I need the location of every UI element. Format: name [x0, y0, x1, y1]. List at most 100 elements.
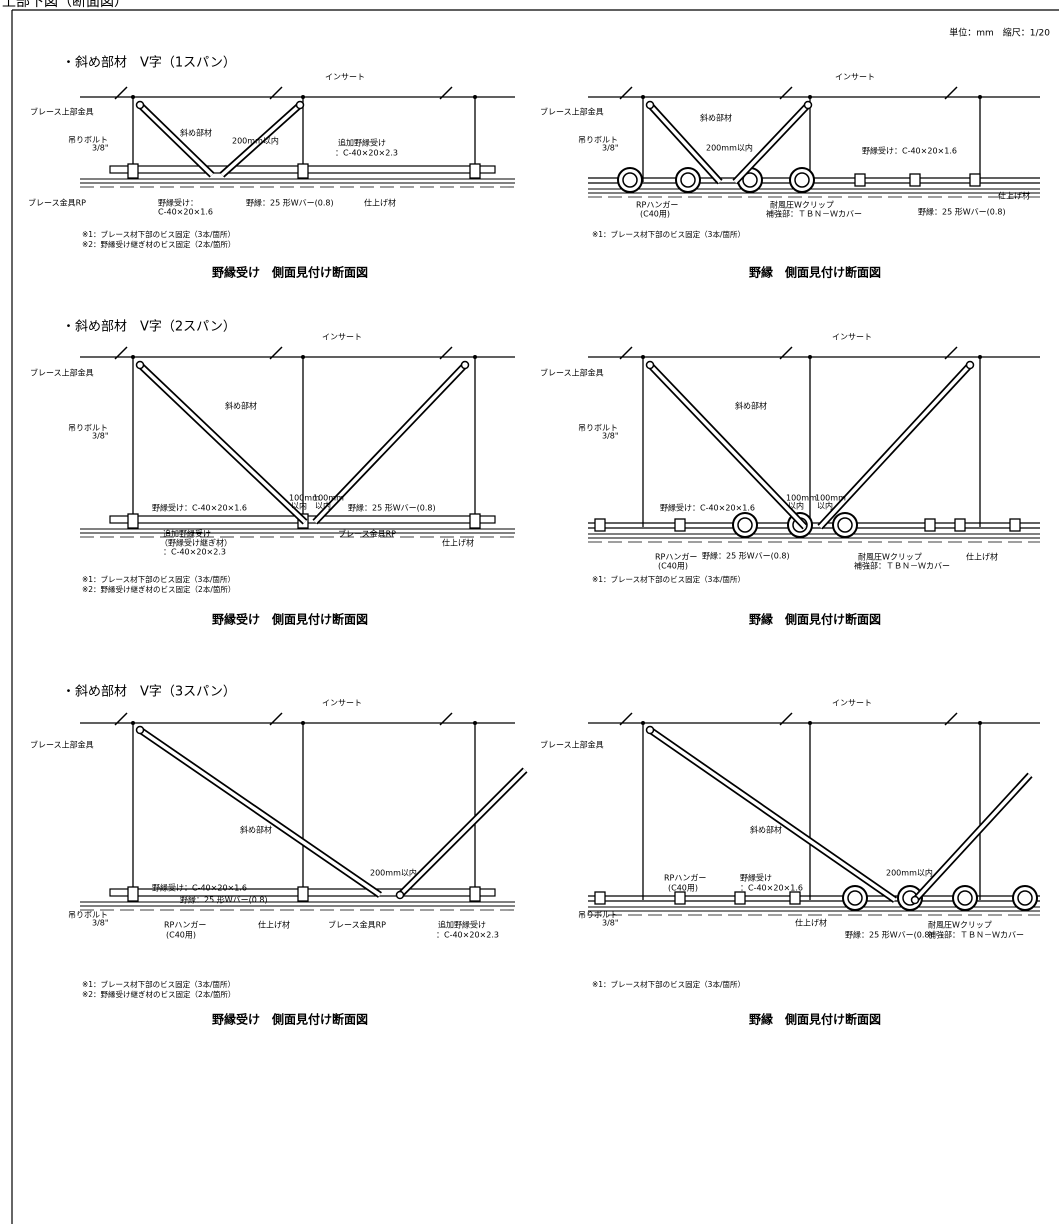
wind-clip-inner	[622, 172, 638, 188]
bolt-head	[301, 95, 305, 99]
rp-hanger	[969, 173, 981, 187]
note: ※1：ブレース材下部のビス固定（3本/箇所）	[592, 229, 745, 239]
callout-label: 野縁受け：C-40×20×1.6	[660, 503, 755, 513]
ceiling-hatch	[439, 86, 453, 100]
callout-label: 仕上げ材	[442, 538, 474, 548]
callout-label: 野縁：25 形Wバー(0.8)	[845, 930, 933, 940]
caption: 野縁 側面見付け断面図	[749, 612, 881, 627]
callout-label: 野縁受け	[740, 873, 772, 883]
callout-label: ブレース上部金具	[540, 740, 604, 750]
rp-hanger	[734, 891, 746, 905]
bolt-head	[473, 721, 477, 725]
callout-label: 以内	[315, 501, 331, 511]
bolt-head	[473, 355, 477, 359]
bolt-head	[301, 721, 305, 725]
callout-label: 斜め部材	[735, 401, 767, 411]
brace-fitting	[910, 895, 920, 905]
callout-label: 以内	[788, 501, 804, 511]
callout-label: 野縁：25 形Wバー(0.8)	[918, 207, 1006, 217]
wind-clip	[732, 512, 758, 538]
section-title: ・斜め部材 V字（3スパン）	[62, 685, 236, 700]
wind-clip-inner	[1017, 890, 1033, 906]
callout-label: 3/8"	[92, 144, 109, 153]
rp-hanger	[594, 518, 606, 532]
callout-label: 耐風圧Wクリップ	[770, 200, 834, 210]
callout-label: 吊りボルト	[68, 424, 108, 433]
note: ※1：ブレース材下部のビス固定（3本/箇所）	[82, 979, 235, 989]
wind-clip-inner	[794, 172, 810, 188]
brace-fitting	[965, 360, 975, 370]
callout-label: インサート	[832, 333, 872, 342]
callout-label: 以内	[817, 501, 833, 511]
callout-label: ブレース上部金具	[540, 368, 604, 378]
callout-label: 吊りボルト	[578, 136, 618, 145]
note: ※1：ブレース材下部のビス固定（3本/箇所）	[82, 574, 235, 584]
bolt-head	[978, 355, 982, 359]
wind-clip	[842, 885, 868, 911]
rp-hanger	[954, 518, 966, 532]
wind-clip-inner	[837, 517, 853, 533]
ceiling-hatch	[269, 712, 283, 726]
rp-hanger	[297, 886, 309, 902]
bolt-head	[131, 721, 135, 725]
rp-hanger	[924, 518, 936, 532]
ceiling-hatch	[619, 346, 633, 360]
bolt-head	[301, 355, 305, 359]
wind-clip-inner	[737, 517, 753, 533]
callout-label: 3/8"	[602, 919, 619, 928]
brace-fitting	[135, 100, 145, 110]
wind-clip-inner	[847, 890, 863, 906]
callout-label: 耐風圧Wクリップ	[858, 552, 922, 562]
callout-label: 補強部：ＴＢＮ－Ｗカバー	[854, 561, 950, 571]
callout-label: ブレース金具RP	[328, 920, 386, 930]
wind-clip-inner	[680, 172, 696, 188]
callout-label: 仕上げ材	[258, 920, 290, 930]
rp-hanger	[127, 886, 139, 902]
callout-label: (C40用)	[166, 931, 196, 940]
caption: 野縁受け 側面見付け断面図	[212, 265, 368, 280]
bolt-head	[131, 355, 135, 359]
callout-label: 野縁受け：	[158, 198, 198, 208]
callout-label: 斜め部材	[225, 401, 257, 411]
callout-label: 斜め部材	[240, 825, 272, 835]
diagonal-member-inner	[648, 103, 722, 184]
rp-hanger	[909, 173, 921, 187]
rp-hanger	[674, 518, 686, 532]
wind-clip-inner	[957, 890, 973, 906]
callout-label: 100mm	[313, 494, 344, 503]
callout-label: 斜め部材	[180, 128, 212, 138]
callout-label: 3/8"	[602, 432, 619, 441]
callout-label: ブレース上部金具	[540, 107, 604, 117]
ceiling-hatch	[779, 712, 793, 726]
callout-label: (C40用)	[658, 562, 688, 571]
bolt-head	[978, 721, 982, 725]
ceiling-hatch	[619, 86, 633, 100]
caption: 野縁受け 側面見付け断面図	[212, 1012, 368, 1027]
ceiling-hatch	[269, 86, 283, 100]
ceiling-hatch	[114, 346, 128, 360]
rp-hanger	[1009, 518, 1021, 532]
callout-label: ブレース金具RP	[338, 529, 396, 539]
callout-label: 野縁受け：C-40×20×1.6	[152, 503, 247, 513]
note: ※1：ブレース材下部のビス固定（3本/箇所）	[592, 979, 745, 989]
wind-clip	[1012, 885, 1038, 911]
bolt-head	[808, 721, 812, 725]
callout-label: 野縁：25 形Wバー(0.8)	[246, 198, 334, 208]
callout-label: ：C-40×20×1.6	[740, 884, 803, 893]
callout-label: 耐風圧Wクリップ	[928, 920, 992, 930]
callout-label: ：C-40×20×2.3	[163, 548, 226, 557]
wind-clip-inner	[742, 172, 758, 188]
diagonal-member-inner	[398, 768, 527, 897]
diagonal-member-inner	[648, 363, 807, 529]
diagonal-member-inner	[139, 728, 381, 897]
diagonal-member-inner	[138, 103, 214, 177]
callout-label: 3/8"	[602, 144, 619, 153]
callout-label: 100mm	[786, 494, 817, 503]
callout-label: ブレース上部金具	[30, 740, 94, 750]
bolt-head	[808, 355, 812, 359]
ceiling-hatch	[114, 712, 128, 726]
callout-label: 仕上げ材	[966, 552, 998, 562]
rp-hanger	[297, 163, 309, 179]
callout-label: 追加野縁受け	[438, 920, 486, 930]
